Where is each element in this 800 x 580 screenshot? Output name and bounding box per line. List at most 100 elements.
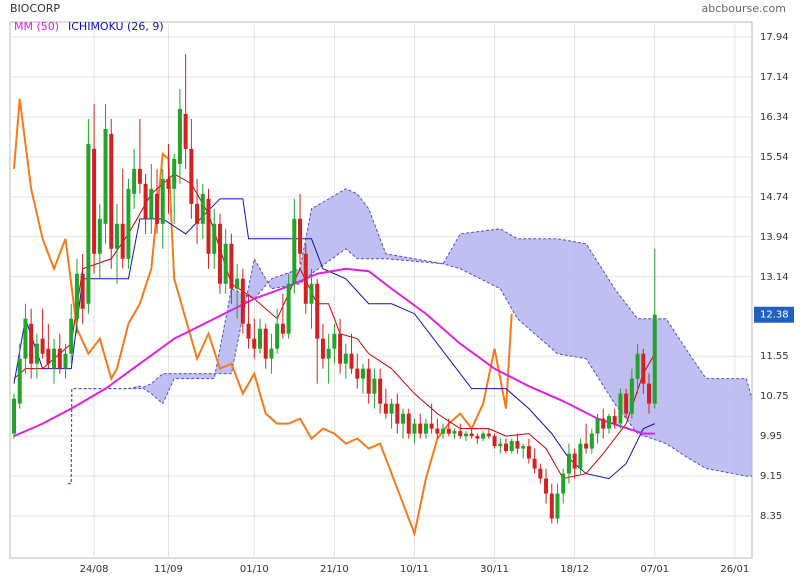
y-tick-label: 13.94	[760, 232, 789, 243]
y-tick-label: 17.94	[760, 32, 789, 43]
x-tick-label: 26/01	[720, 564, 749, 575]
candle-body	[92, 148, 97, 254]
candle-body	[566, 453, 571, 474]
candle-body	[355, 368, 360, 379]
candle-body	[269, 348, 274, 359]
candle-body	[34, 343, 39, 364]
candle-body	[481, 433, 486, 439]
candle-body	[452, 431, 457, 434]
candle-body	[132, 168, 137, 194]
candle-body	[172, 158, 177, 189]
candle-body	[223, 243, 228, 284]
candle-body	[338, 333, 343, 364]
candle-body	[578, 443, 583, 469]
grid	[10, 22, 752, 558]
candle-body	[114, 223, 119, 249]
candle-body	[298, 218, 303, 254]
y-tick-label: 13.14	[760, 272, 789, 283]
x-tick-label: 18/12	[560, 564, 589, 575]
candle-body	[309, 283, 314, 304]
candle-body	[389, 403, 394, 414]
candle-body	[206, 198, 211, 254]
candle-body	[343, 353, 348, 364]
candle-body	[103, 128, 108, 224]
candle-body	[601, 418, 606, 429]
candle-body	[143, 183, 148, 219]
candle-body	[498, 443, 503, 447]
candle-body	[177, 108, 182, 164]
candle-body	[469, 433, 474, 437]
candle-body	[246, 323, 251, 339]
candle-body	[401, 413, 406, 424]
candle-body	[572, 453, 577, 469]
candle-body	[584, 443, 589, 449]
candle-body	[406, 413, 411, 434]
kijun-line	[13, 198, 655, 480]
candle-body	[86, 143, 91, 304]
candle-body	[492, 436, 497, 447]
candle-body	[561, 473, 566, 494]
cloud-edge	[67, 248, 752, 485]
candle-body	[378, 378, 383, 404]
candle-body	[475, 436, 480, 439]
candle-body	[532, 458, 537, 469]
candle-body	[280, 323, 285, 334]
labels: 8.35 9.15 9.95 10.75 11.55 13.14 13.94 14.74 15.…	[80, 32, 794, 575]
candle-body	[212, 223, 217, 254]
candle-body	[349, 353, 354, 369]
candle-body	[624, 393, 629, 414]
moving-average	[13, 267, 655, 438]
candle-body	[544, 478, 549, 494]
y-tick-label: 9.15	[760, 471, 782, 482]
plot-area	[9, 21, 753, 559]
candle-body	[521, 446, 526, 449]
x-tick-label: 24/08	[80, 564, 109, 575]
legend-item: ICHIMOKU (26, 9)	[68, 20, 164, 33]
candle-body	[258, 328, 263, 349]
candle-body	[217, 223, 222, 284]
candle-body	[423, 423, 428, 434]
source: abcbourse.com	[702, 2, 786, 15]
candle-body	[17, 358, 22, 404]
candle-body	[618, 393, 623, 424]
last-price-label: 12.38	[760, 310, 789, 321]
candle-body	[515, 441, 520, 449]
candle-body	[429, 423, 434, 429]
candle-body	[29, 323, 34, 364]
candle-body	[189, 148, 194, 204]
candle-body	[12, 398, 17, 434]
candle-body	[252, 338, 257, 349]
candle-body	[240, 278, 245, 324]
candles	[12, 53, 657, 524]
x-tick-label: 07/01	[640, 564, 669, 575]
candle-body	[332, 333, 337, 349]
candle-body	[166, 178, 171, 189]
candle-body	[418, 423, 423, 434]
candle-body	[412, 423, 417, 434]
candle-body	[641, 353, 646, 384]
candle-body	[647, 383, 652, 404]
legend-item: MM (50)	[14, 20, 59, 33]
candle-body	[80, 273, 85, 309]
candle-body	[263, 328, 268, 359]
candle-body	[183, 113, 188, 149]
candle-body	[652, 314, 657, 404]
candle-body	[160, 178, 165, 224]
candle-body	[52, 348, 57, 369]
y-tick-label: 14.74	[760, 192, 789, 203]
y-tick-label: 10.75	[760, 391, 789, 402]
candle-body	[74, 273, 79, 319]
candle-body	[326, 348, 331, 359]
candle-body	[372, 378, 377, 394]
x-tick-label: 11/09	[154, 564, 183, 575]
candle-body	[435, 428, 440, 434]
candle-body	[155, 193, 160, 224]
x-tick-label: 21/10	[320, 564, 349, 575]
y-tick-label: 8.35	[760, 511, 782, 522]
y-tick-label: 16.34	[760, 112, 789, 123]
candle-body	[69, 318, 74, 354]
candle-body	[200, 193, 205, 224]
candle-body	[137, 168, 142, 184]
candle-body	[63, 353, 68, 369]
